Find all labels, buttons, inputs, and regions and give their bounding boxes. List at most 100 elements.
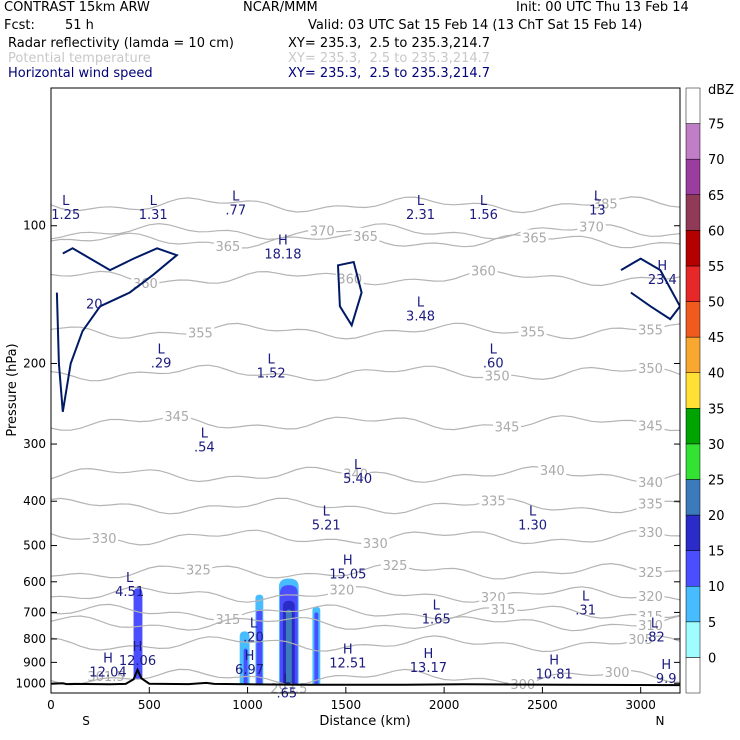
- theta-label-bg: [518, 323, 547, 339]
- theta-contour-label: 355: [188, 327, 213, 342]
- extremum-type-label: H: [103, 651, 113, 666]
- extremum-type-label: L: [582, 590, 590, 605]
- extremum-type-label: H: [424, 647, 434, 662]
- theta-contour-label: 335: [638, 498, 663, 513]
- field-theta-xy: XY= 235.3, 2.5 to 235.3,214.7: [288, 51, 491, 66]
- colorbar-swatch: [685, 87, 701, 124]
- theta-label-bg: [636, 564, 665, 580]
- theta-contour-label: 360: [337, 273, 362, 288]
- theta-contour-label: 360: [471, 264, 496, 279]
- wind-contour-line: [336, 260, 363, 328]
- x-end-label-south: S: [82, 714, 90, 728]
- colorbar-level-label: 0: [708, 651, 716, 666]
- y-tick-label: 800: [23, 632, 46, 646]
- theta-label-bg: [636, 359, 665, 375]
- theta-contour-label: 320: [638, 590, 663, 605]
- extremum-type-label: L: [490, 342, 498, 357]
- extremum-value-label: 9.9: [656, 672, 677, 687]
- theta-label-bg: [493, 418, 522, 434]
- wind-contour-line: [55, 247, 179, 412]
- extremum-type-label: H: [343, 554, 353, 569]
- theta-label-bg: [520, 229, 549, 245]
- extremum-type-label: H: [657, 259, 667, 274]
- x-axis-label: Distance (km): [319, 714, 410, 729]
- x-tick-label: 3000: [625, 698, 656, 712]
- theta-contour-label: 370: [579, 221, 604, 236]
- theta-contour-label: 315: [215, 613, 240, 628]
- colorbar-swatch: [685, 514, 701, 551]
- theta-contour-line: [51, 322, 680, 340]
- axes: 0 500 1000 1500 2000 2500 3000 100 200 300 400 500 6…: [15, 219, 680, 712]
- extremum-value-label: 4.51: [115, 585, 144, 600]
- colorbar-swatch: [685, 408, 701, 445]
- x-tick-label: 2500: [527, 698, 558, 712]
- colorbar-swatch: [685, 372, 701, 409]
- extremum-value-label: 13: [589, 203, 606, 218]
- extremum-type-label: H: [661, 658, 671, 673]
- theta-label-bg: [361, 534, 390, 550]
- extremum-type-label: L: [232, 189, 240, 204]
- x-tick-label: 0: [47, 698, 55, 712]
- wind-contour-label: 20: [86, 298, 103, 313]
- y-tick-label: 500: [23, 539, 46, 553]
- theta-label-bg: [351, 227, 380, 243]
- field-theta-name: Potential temperature: [8, 51, 151, 66]
- theta-contour-line: [51, 196, 680, 214]
- theta-label-bg: [636, 523, 665, 539]
- colorbar-swatch: [685, 479, 701, 516]
- extremum-type-label: L: [354, 458, 362, 473]
- extremum-value-label: .60: [483, 356, 504, 371]
- header-fcst-label: Fcst:: [4, 18, 35, 33]
- theta-label-bg: [186, 324, 215, 340]
- theta-contour-label: 385: [593, 197, 618, 212]
- theta-contour-label: 370: [310, 224, 335, 239]
- theta-label-bg: [479, 589, 508, 605]
- theta-contour-label: 345: [495, 421, 520, 436]
- colorbar-level-label: 70: [708, 153, 725, 168]
- extremum-value-label: 23.4: [648, 273, 677, 288]
- theta-contour-line: [51, 615, 680, 632]
- extremum-value-label: .31: [575, 604, 596, 619]
- extremum-value-label: 12.06: [119, 654, 156, 669]
- y-tick-label: 400: [23, 494, 46, 508]
- extrema-labels: L1.25L1.31L.77H18.18L2.31L1.56L13H23.4L3…: [51, 189, 677, 701]
- x-tick-label: 1500: [331, 698, 362, 712]
- extremum-type-label: L: [250, 616, 258, 631]
- theta-label-bg: [327, 581, 356, 597]
- colorbar-level-label: 65: [708, 189, 725, 204]
- colorbar: 0 5 10 15 20 25 30 35 40 45 50 55 60 65 70 75: [685, 87, 725, 694]
- theta-label-bg: [636, 495, 665, 511]
- theta-label-bg: [341, 465, 370, 481]
- theta-label-bg: [162, 408, 191, 424]
- extremum-type-label: H: [278, 234, 288, 249]
- extremum-type-label: L: [651, 616, 659, 631]
- reflectivity-cells: [133, 578, 321, 685]
- theta-label-bg: [483, 367, 512, 383]
- theta-contour-label: 340: [343, 468, 368, 483]
- reflectivity-cell: [243, 648, 248, 685]
- reflectivity-cell: [256, 609, 263, 685]
- extremum-type-label: L: [529, 505, 537, 520]
- colorbar-level-label: 75: [708, 118, 725, 133]
- colorbar-swatch: [685, 336, 701, 373]
- theta-label-bg: [538, 462, 567, 478]
- colorbar-swatch: [685, 265, 701, 302]
- extremum-value-label: .54: [194, 440, 215, 455]
- theta-contour-label: 355: [638, 324, 663, 339]
- theta-contour-label: 305: [628, 633, 653, 648]
- colorbar-level-label: 25: [708, 473, 725, 488]
- theta-label-bg: [479, 492, 508, 508]
- extremum-type-label: L: [323, 505, 331, 520]
- theta-label-bg: [489, 600, 518, 616]
- y-tick-label: 300: [23, 437, 46, 451]
- extremum-type-label: L: [594, 189, 602, 204]
- extremum-value-label: 5.40: [343, 472, 372, 487]
- extremum-value-label: 12.04: [89, 665, 126, 680]
- colorbar-level-label: 30: [708, 438, 725, 453]
- y-tick-label: 100: [23, 219, 46, 233]
- theta-label-bg: [577, 218, 606, 234]
- extremum-type-label: H: [549, 654, 559, 669]
- extremum-value-label: 1.65: [422, 613, 451, 628]
- theta-contour-label: 315: [491, 603, 516, 618]
